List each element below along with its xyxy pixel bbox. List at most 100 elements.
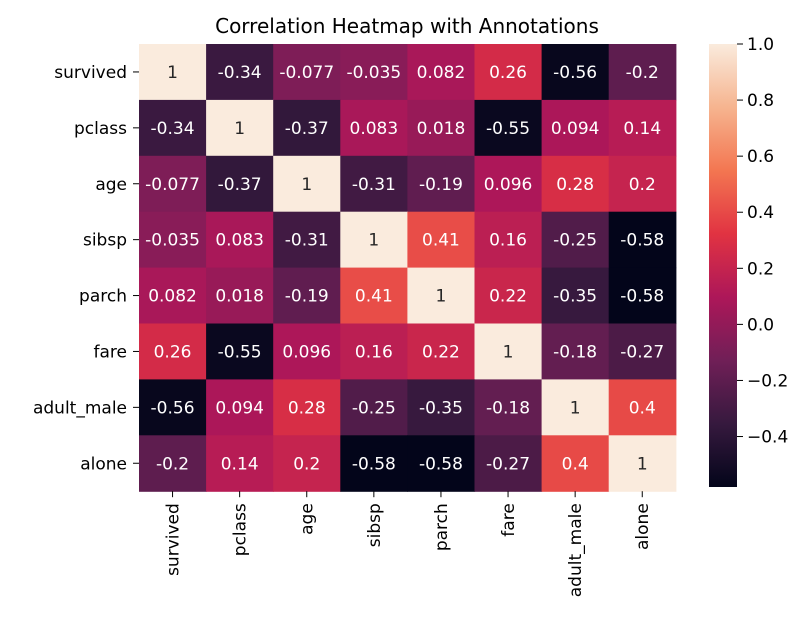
colorbar-tick-label: 1.0 [747, 35, 774, 55]
cell-annotation-sibsp-sibsp: 1 [368, 231, 379, 251]
cell-annotation-parch-parch: 1 [436, 287, 447, 307]
heatmap-cell-age-parch [407, 155, 476, 213]
cell-annotation-parch-fare: 0.22 [489, 287, 527, 307]
heatmap-cell-fare-alone [608, 323, 677, 380]
cell-annotation-sibsp-adult_male: -0.25 [553, 231, 597, 251]
heatmap-cell-alone-parch [407, 435, 476, 492]
heatmap-cell-pclass-survived [139, 99, 207, 157]
column-label-age: age [298, 503, 318, 535]
heatmap-cell-age-survived [139, 155, 207, 213]
cell-annotation-parch-adult_male: -0.35 [553, 287, 597, 307]
row-label-survived: survived [54, 63, 127, 83]
cell-annotation-parch-age: -0.19 [285, 287, 329, 307]
cell-annotation-alone-fare: -0.27 [486, 454, 530, 474]
cell-annotation-sibsp-age: -0.31 [285, 231, 329, 251]
heatmap-cell-alone-pclass [206, 435, 274, 492]
cell-annotation-survived-age: -0.077 [279, 63, 334, 83]
heatmap-cell-age-sibsp [340, 155, 408, 213]
colorbar-tick-label: 0.2 [747, 259, 774, 279]
cell-annotation-alone-age: 0.2 [293, 454, 320, 474]
cell-annotation-fare-sibsp: 0.16 [355, 342, 393, 362]
heatmap-cell-sibsp-adult_male [541, 211, 610, 269]
heatmap-cell-survived-age [273, 44, 341, 101]
cell-annotation-fare-parch: 0.22 [422, 342, 460, 362]
cell-annotation-age-pclass: -0.37 [218, 175, 262, 195]
cell-annotation-pclass-pclass: 1 [234, 119, 245, 139]
cell-annotation-survived-fare: 0.26 [489, 63, 527, 83]
cell-annotation-pclass-adult_male: 0.094 [551, 119, 600, 139]
heatmap-cell-alone-sibsp [340, 435, 408, 492]
cell-annotation-alone-survived: -0.2 [156, 454, 189, 474]
heatmap-cell-parch-fare [474, 267, 543, 325]
colorbar-tick-label: 0.6 [747, 147, 774, 167]
cell-annotation-survived-pclass: -0.34 [218, 63, 262, 83]
heatmap-cell-parch-age [273, 267, 341, 325]
cell-annotation-adult_male-fare: -0.18 [486, 398, 530, 418]
cell-annotation-parch-alone: -0.58 [620, 287, 664, 307]
row-label-adult_male: adult_male [33, 398, 127, 418]
cell-annotation-parch-sibsp: 0.41 [355, 287, 393, 307]
column-label-fare: fare [499, 503, 519, 536]
cell-annotation-alone-adult_male: 0.4 [562, 454, 589, 474]
cell-annotation-fare-adult_male: -0.18 [553, 342, 597, 362]
cell-annotation-adult_male-survived: -0.56 [151, 398, 195, 418]
cell-annotation-survived-sibsp: -0.035 [346, 63, 401, 83]
heatmap-cell-fare-parch [407, 323, 476, 380]
colorbar-tick-label: −0.2 [747, 371, 788, 391]
cell-annotation-adult_male-adult_male: 1 [570, 398, 581, 418]
heatmap-cell-parch-parch [407, 267, 476, 325]
heatmap-cell-pclass-adult_male [541, 99, 610, 157]
heatmap-cell-pclass-parch [407, 99, 476, 157]
cell-annotation-pclass-parch: 0.018 [417, 119, 466, 139]
cell-annotation-pclass-alone: 0.14 [623, 119, 661, 139]
cell-annotation-adult_male-parch: -0.35 [419, 398, 463, 418]
cell-annotation-fare-age: 0.096 [282, 342, 331, 362]
heatmap-cell-parch-alone [608, 267, 677, 325]
heatmap-cell-fare-age [273, 323, 341, 380]
heatmap-cell-alone-adult_male [541, 435, 610, 492]
cell-annotation-parch-pclass: 0.018 [215, 287, 264, 307]
row-label-parch: parch [79, 287, 127, 307]
cell-annotation-adult_male-pclass: 0.094 [215, 398, 264, 418]
heatmap-cell-age-adult_male [541, 155, 610, 213]
heatmap-cell-pclass-sibsp [340, 99, 408, 157]
heatmap-cell-survived-pclass [206, 44, 274, 101]
heatmap-cell-fare-fare [474, 323, 543, 380]
cell-annotation-pclass-fare: -0.55 [486, 119, 530, 139]
heatmap-cell-adult_male-sibsp [340, 379, 408, 436]
heatmap-cell-survived-parch [407, 44, 476, 101]
cell-annotation-alone-sibsp: -0.58 [352, 454, 396, 474]
heatmap-cell-alone-survived [139, 435, 207, 492]
heatmap-cell-pclass-pclass [206, 99, 274, 157]
cell-annotation-sibsp-alone: -0.58 [620, 231, 664, 251]
heatmap-cell-adult_male-adult_male [541, 379, 610, 436]
heatmap-cell-adult_male-parch [407, 379, 476, 436]
cell-annotation-survived-parch: 0.082 [417, 63, 466, 83]
row-label-alone: alone [80, 454, 127, 474]
cell-annotation-alone-alone: 1 [637, 454, 648, 474]
cell-annotation-age-survived: -0.077 [145, 175, 200, 195]
row-label-age: age [95, 175, 127, 195]
column-label-parch: parch [432, 503, 452, 551]
heatmap-cell-fare-adult_male [541, 323, 610, 380]
heatmap-cell-age-pclass [206, 155, 274, 213]
heatmap-cell-parch-pclass [206, 267, 274, 325]
heatmap-cell-adult_male-fare [474, 379, 543, 436]
cell-annotation-fare-survived: 0.26 [154, 342, 192, 362]
heatmap-cell-pclass-fare [474, 99, 543, 157]
cell-annotation-adult_male-alone: 0.4 [629, 398, 656, 418]
colorbar: 1.0 0.8 0.6 0.4 0.2 0.0 −0.2 −0.4 [709, 35, 788, 487]
heatmap-cell-age-alone [608, 155, 677, 213]
heatmap-cell-adult_male-pclass [206, 379, 274, 436]
cell-annotation-age-fare: 0.096 [484, 175, 533, 195]
cell-annotation-sibsp-fare: 0.16 [489, 231, 527, 251]
heatmap-cell-parch-adult_male [541, 267, 610, 325]
cell-annotation-sibsp-survived: -0.035 [145, 231, 200, 251]
heatmap-cell-fare-sibsp [340, 323, 408, 380]
chart-title: Correlation Heatmap with Annotations [215, 14, 599, 38]
row-label-fare: fare [94, 342, 127, 362]
cell-annotation-age-alone: 0.2 [629, 175, 656, 195]
heatmap-cell-fare-pclass [206, 323, 274, 380]
heatmap-cell-alone-alone [608, 435, 677, 492]
